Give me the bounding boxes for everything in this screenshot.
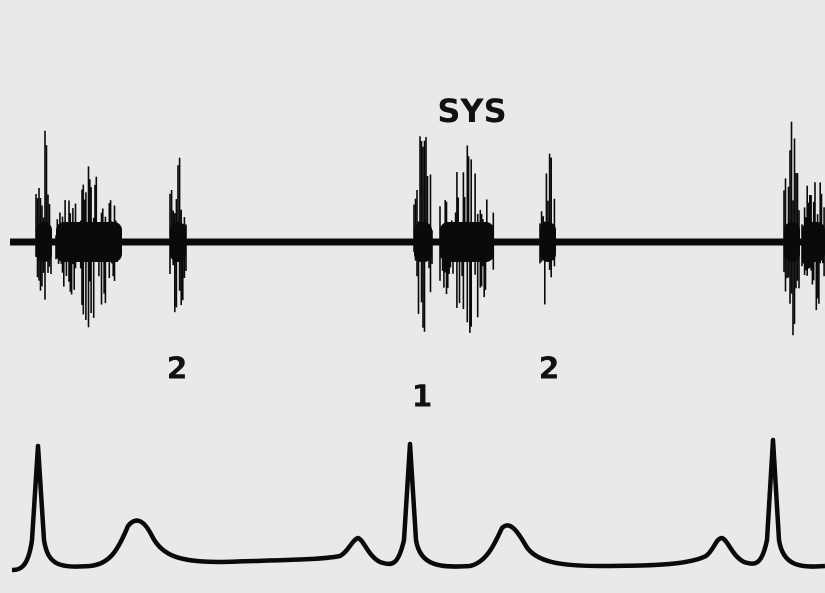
ecg-trace [11,437,825,573]
burst-core [540,222,556,262]
burst-core [440,222,494,262]
s2-label: 2 [539,352,560,387]
sys-label: SYS [437,92,506,130]
s2-label: 2 [167,352,188,387]
s1-label: 1 [412,380,433,415]
burst-core [36,222,52,262]
burst-core [56,222,122,262]
burst-core [170,222,186,262]
burst-core [414,222,432,262]
heart-sound-bursts [35,121,825,336]
burst-core [802,222,825,262]
burst-core [784,222,800,262]
